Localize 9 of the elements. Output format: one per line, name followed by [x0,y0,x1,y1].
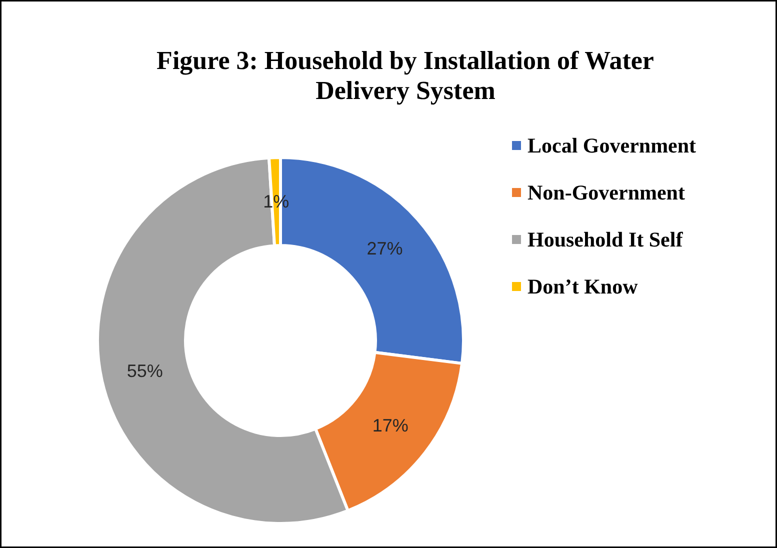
data-label: 55% [126,360,163,381]
legend-label: Local Government [528,134,696,158]
legend-label: Non-Government [528,180,685,204]
data-label: 1% [263,192,290,212]
legend-label: Household It Self [528,228,684,252]
data-label: 27% [366,238,403,259]
chart-title: Figure 3: Household by Installation of Water Delivery System [156,46,654,105]
data-label: 17% [372,416,408,436]
legend-label: Don’t Know [528,274,639,298]
